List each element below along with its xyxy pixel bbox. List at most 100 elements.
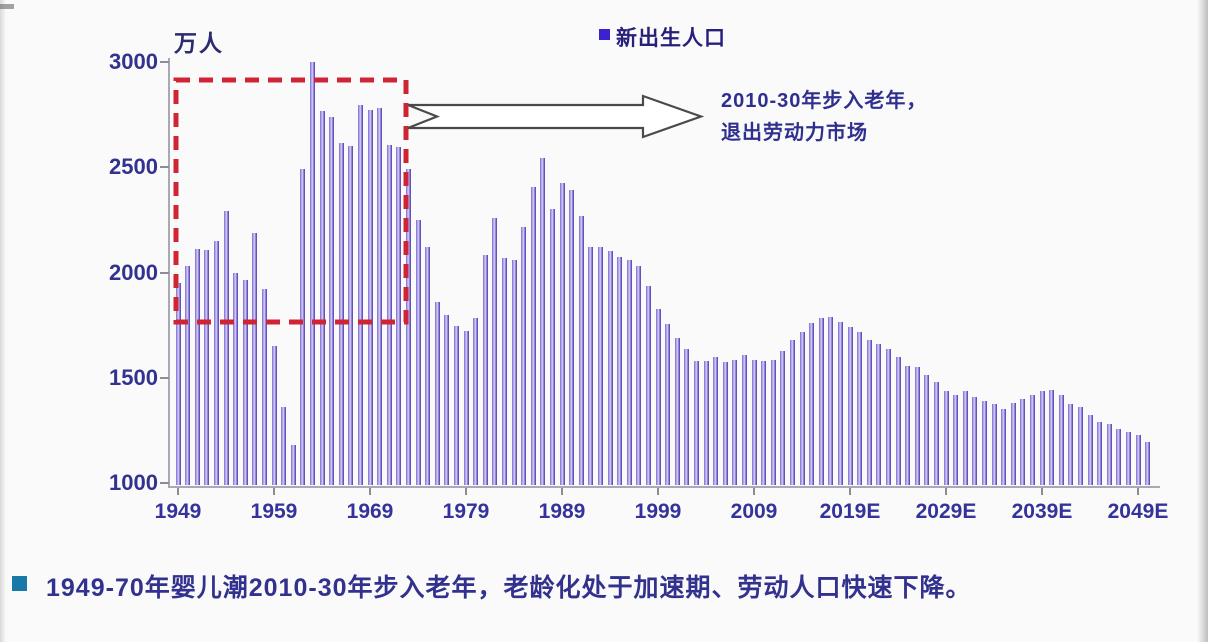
bar-2027 [924,374,930,485]
bar-2028 [933,381,939,485]
x-tick-mark-1999 [657,488,659,495]
bar-2029 [943,391,949,485]
bar-1955 [233,272,239,485]
bar-1967 [348,146,354,485]
aging-annotation-line2: 退出劳动力市场 [721,122,868,144]
bar-2023 [885,349,891,485]
bar-2047 [1116,429,1122,485]
bar-2022 [876,344,882,485]
bar-1961 [290,445,296,485]
bar-1973 [405,169,411,485]
bar-2034 [991,404,997,485]
bar-2032 [972,396,978,485]
bar-1980 [473,317,479,485]
bar-2037 [1020,398,1026,485]
bar-2045 [1097,421,1103,485]
footer-text: 1949-70年婴儿潮2010-30年步入老年，老龄化处于加速期、劳动人口快速下… [46,574,972,602]
bar-1979 [463,331,469,485]
y-tick-mark-2000 [160,271,169,274]
bar-2041 [1058,394,1064,485]
x-tick-label-1959: 1959 [250,500,298,523]
right-edge-shade [1197,0,1208,642]
bar-2012 [780,351,786,485]
bar-2026 [914,367,920,485]
bar-2013 [789,339,795,485]
bar-2008 [741,354,747,485]
bar-1975 [425,247,431,485]
y-tick-mark-1000 [160,482,169,484]
x-tick-label-2019E: 2019E [819,500,881,523]
bar-1964 [319,111,325,485]
x-tick-label-2049E: 2049E [1107,500,1169,523]
legend-marker-icon [599,29,610,40]
x-tick-label-1979: 1979 [442,500,490,523]
bar-2038 [1029,394,1035,485]
bar-2001 [674,337,680,485]
bar-1999 [655,309,661,485]
bar-1952 [204,250,210,485]
aging-annotation: 2010-30年步入老年， 退出劳动力市场 [721,85,927,149]
left-edge-shade [0,0,6,642]
bar-2018 [837,321,843,485]
x-tick-label-1949: 1949 [154,500,202,523]
bar-1956 [242,279,248,485]
bar-2019 [847,327,853,485]
bar-2048 [1125,432,1131,485]
bar-1969 [367,110,373,485]
aging-annotation-line1: 2010-30年步入老年， [721,90,928,112]
y-tick-label-1000: 1000 [109,470,158,495]
bar-1970 [377,108,383,485]
bar-2050 [1145,441,1151,485]
bar-1998 [645,286,651,485]
x-tick-label-2039E: 2039E [1011,500,1073,523]
bar-2011 [770,359,776,485]
bar-1976 [434,301,440,485]
x-tick-mark-1949 [177,488,179,495]
y-tick-mark-1500 [160,376,169,379]
bar-1949 [175,283,181,485]
bar-1983 [501,257,507,485]
x-tick-label-1999: 1999 [634,500,682,523]
bar-1951 [194,249,200,485]
footer-bullet-item: 1949-70年婴儿潮2010-30年步入老年，老龄化处于加速期、劳动人口快速下… [10,568,1190,604]
bar-2046 [1106,424,1112,485]
bar-1962 [300,169,306,485]
bar-1990 [569,190,575,485]
bar-1971 [386,145,392,485]
bar-2015 [809,323,815,485]
bar-2010 [761,360,767,485]
bar-1950 [185,266,191,485]
x-tick-mark-2029E [945,488,947,495]
bar-2009 [751,359,757,485]
bar-1977 [444,314,450,485]
bar-2036 [1010,403,1016,485]
x-tick-mark-1969 [369,488,371,495]
bar-2033 [981,400,987,485]
x-tick-mark-1989 [561,488,563,495]
bar-2035 [1001,409,1007,485]
y-tick-label-2000: 2000 [109,259,158,285]
bar-1986 [530,187,536,485]
bar-2002 [684,349,690,485]
bar-1978 [453,326,459,485]
bar-1981 [482,254,488,485]
x-tick-mark-2019E [849,488,851,495]
bar-2020 [857,332,863,485]
bar-2006 [722,361,728,485]
x-tick-mark-1959 [273,488,275,495]
bar-1995 [617,256,623,485]
bar-2004 [703,360,709,485]
bar-1972 [396,147,402,485]
bar-2005 [713,356,719,485]
bar-1953 [213,240,219,485]
y-tick-label-1500: 1500 [109,364,158,390]
bar-2044 [1087,414,1093,485]
bar-1965 [329,116,335,485]
bar-1989 [559,183,565,485]
legend-label: 新出生人口 [616,27,726,50]
bar-1997 [636,266,642,485]
chart-overlay [173,77,705,325]
bar-2000 [665,324,671,485]
bar-1958 [261,289,267,485]
bar-2049 [1135,434,1141,485]
